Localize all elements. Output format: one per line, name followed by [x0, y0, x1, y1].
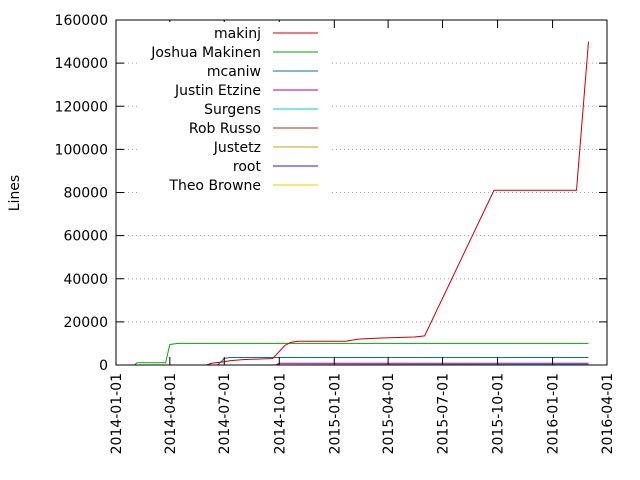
x-tick-label: 2015-04-01	[381, 373, 397, 454]
y-tick-label: 60000	[63, 229, 108, 245]
y-tick-label: 160000	[55, 13, 108, 29]
legend-label: Theo Browne	[168, 178, 261, 194]
legend-label: Rob Russo	[189, 121, 261, 137]
series-line-joshua-makinen	[134, 342, 589, 366]
legend-label: makinj	[214, 26, 261, 42]
legend-label: root	[233, 159, 262, 175]
x-tick-label: 2015-10-01	[491, 373, 507, 454]
y-tick-label: 20000	[63, 315, 108, 331]
legend: makinj Joshua Makinen mcaniw Justin Etzine S…	[140, 22, 330, 197]
y-tick-label: 80000	[63, 186, 108, 202]
x-tick-label: 2014-01-01	[109, 373, 125, 454]
y-tick-label: 100000	[55, 142, 108, 158]
y-tick-label: 120000	[55, 99, 108, 115]
x-tick-label: 2016-04-01	[600, 373, 616, 454]
x-tick-label: 2015-01-01	[327, 373, 343, 454]
axes: 0 20000 40000 60000 80000 100000 120000 140000 1…	[55, 13, 616, 454]
y-tick-label: 0	[99, 358, 108, 374]
legend-label: Joshua Makinen	[150, 45, 261, 61]
x-tick-label: 2014-07-01	[217, 373, 233, 454]
legend-label: mcaniw	[207, 64, 261, 80]
legend-label: Surgens	[204, 102, 261, 118]
y-tick-label: 140000	[55, 56, 108, 72]
y-axis-label: Lines	[7, 175, 23, 211]
x-tick-label: 2016-01-01	[546, 373, 562, 454]
x-tick-label: 2014-10-01	[272, 373, 288, 454]
y-tick-label: 40000	[63, 272, 108, 288]
legend-label: Justin Etzine	[174, 83, 261, 99]
x-tick-label: 2015-07-01	[436, 373, 452, 454]
series-line-mcaniw	[217, 357, 589, 366]
series-line-makinj	[206, 41, 589, 366]
x-tick-label: 2014-04-01	[163, 373, 179, 454]
legend-label: Justetz	[213, 140, 261, 156]
